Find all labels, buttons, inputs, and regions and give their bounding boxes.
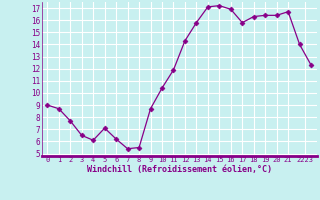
X-axis label: Windchill (Refroidissement éolien,°C): Windchill (Refroidissement éolien,°C) [87, 165, 272, 174]
